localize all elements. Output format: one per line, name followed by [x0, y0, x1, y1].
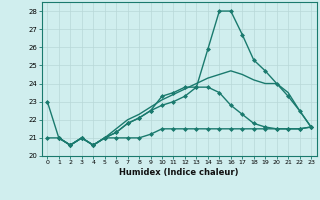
X-axis label: Humidex (Indice chaleur): Humidex (Indice chaleur) [119, 168, 239, 177]
